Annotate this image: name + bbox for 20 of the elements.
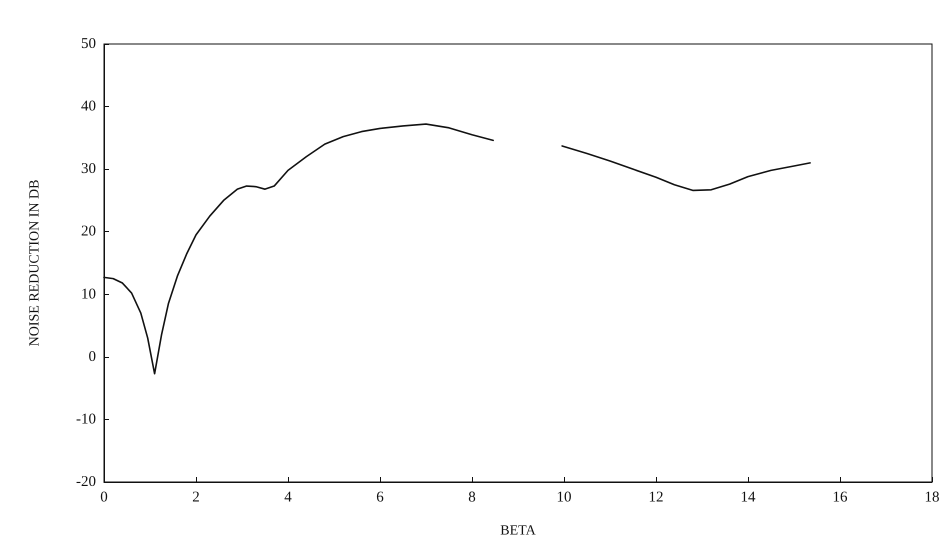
x-tick-label: 0 <box>100 490 108 506</box>
x-tick-label: 2 <box>192 490 200 506</box>
x-tick-label: 16 <box>832 490 848 506</box>
x-tick-label: 10 <box>556 490 572 506</box>
y-tick-label: -20 <box>76 474 96 490</box>
y-tick-label: 30 <box>81 161 96 178</box>
y-tick-label: 40 <box>81 98 96 115</box>
y-axis-title: NOISE REDUCTION IN DB <box>28 180 42 346</box>
y-tick-label: 10 <box>81 286 96 302</box>
y-tick-label: 0 <box>88 348 96 365</box>
x-tick-label: 4 <box>284 490 292 506</box>
y-tick-label: 50 <box>81 36 96 52</box>
y-tick-label: -10 <box>76 411 96 428</box>
x-tick-label: 8 <box>468 490 476 506</box>
y-tick-label: 20 <box>81 224 96 240</box>
x-tick-label: 14 <box>740 490 756 506</box>
x-axis-title: BETA <box>500 524 537 538</box>
x-tick-label: 6 <box>376 490 384 506</box>
x-tick-label: 12 <box>648 490 664 506</box>
x-tick-label: 18 <box>924 490 940 506</box>
